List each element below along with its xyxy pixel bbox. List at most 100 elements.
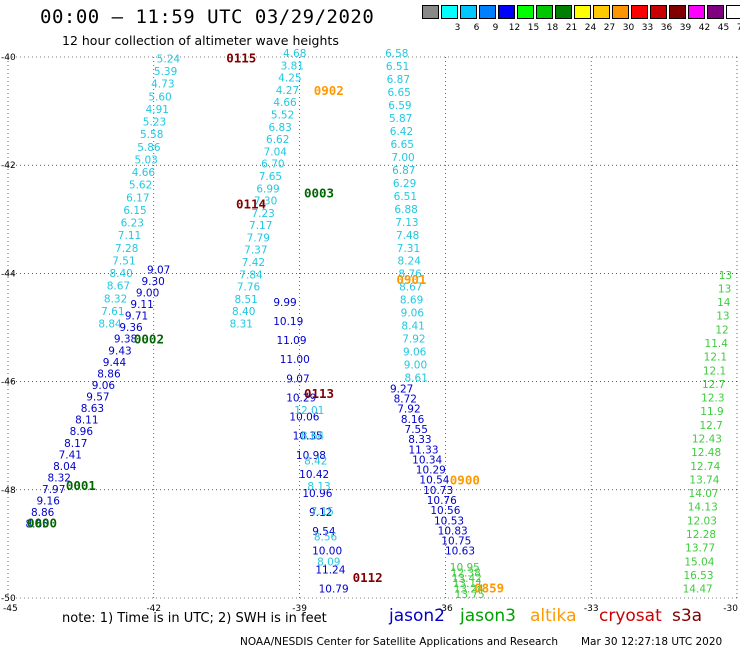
- lat-tick-label: -42: [1, 161, 16, 171]
- wave-height-value: 9.16: [37, 496, 61, 508]
- wave-height-value: 9.06: [401, 308, 425, 320]
- wave-height-value: 7.00: [391, 152, 414, 164]
- wave-height-value: 9.36: [119, 322, 143, 334]
- wave-height-value: 10.98: [296, 450, 326, 462]
- wave-height-value: 10.29: [416, 465, 446, 477]
- wave-height-value: 6.99: [256, 183, 279, 195]
- wave-height-value: 12.3: [701, 393, 724, 405]
- colorbar-swatch: [517, 5, 534, 19]
- wave-height-value: 10.34: [412, 454, 442, 466]
- track-a-blue: 9.079.309.009.119.719.369.389.439.448.86…: [25, 264, 170, 530]
- wave-height-value: 12.03: [687, 515, 717, 527]
- pass-time-label: 0901: [396, 272, 426, 287]
- wave-height-value: 6.62: [266, 134, 289, 146]
- credit-text: NOAA/NESDIS Center for Satellite Applica…: [240, 636, 558, 648]
- wave-height-value: 13: [716, 311, 729, 323]
- pass-time-label: 0001: [66, 478, 96, 493]
- wave-height-value: 10.54: [419, 475, 449, 487]
- wave-height-value: 6.42: [390, 126, 413, 138]
- wave-height-value: 9.27: [390, 383, 413, 395]
- colorbar-swatch: [650, 5, 667, 19]
- wave-height-value: 12.74: [690, 461, 720, 473]
- wave-height-value: 9.06: [92, 380, 116, 392]
- satellite-tracks: 5.245.394.735.604.915.235.585.865.034.66…: [25, 48, 732, 601]
- wave-height-value: 12.28: [686, 529, 716, 541]
- wave-height-value: 6.23: [121, 218, 144, 230]
- wave-height-value: 6.58: [385, 48, 408, 60]
- wave-height-value: 4.91: [146, 104, 169, 116]
- colorbar-swatch: [593, 5, 610, 19]
- wave-height-value: 10.95: [450, 562, 480, 574]
- colorbar-label: 36: [660, 23, 673, 33]
- wave-height-value: 8.31: [230, 319, 253, 331]
- colorbar-swatch: [441, 5, 458, 19]
- colorbar-swatch: [726, 5, 740, 19]
- colorbar-swatch: [555, 5, 572, 19]
- wave-height-value: 5.62: [129, 180, 152, 192]
- page-title: 00:00 – 11:59 UTC 03/29/2020: [40, 6, 375, 28]
- wave-height-value: 8.42: [304, 456, 327, 468]
- track-c-cyan: 6.586.516.876.656.595.876.426.657.006.87…: [385, 48, 428, 385]
- wave-height-value: 12.48: [691, 447, 721, 459]
- wave-height-value: 11.00: [280, 354, 310, 366]
- wave-height-value: 9.54: [312, 526, 336, 538]
- pass-time-label: 0114: [236, 196, 266, 211]
- colorbar-label: 39: [679, 23, 692, 33]
- wave-height-value: 12.43: [692, 434, 722, 446]
- wave-height-value: 7.37: [244, 245, 267, 257]
- wave-height-value: 9.12: [309, 507, 332, 519]
- wave-height-value: 13.77: [685, 543, 715, 555]
- wave-height-value: 10.76: [427, 495, 457, 507]
- wave-height-value: 12.1: [703, 365, 726, 377]
- colorbar-label: 12: [508, 23, 521, 33]
- pass-time-label: 0902: [314, 83, 344, 98]
- wave-height-value: 8.32: [104, 293, 127, 305]
- wave-height-value: 8.76: [398, 269, 422, 281]
- colorbar-label: 33: [641, 23, 654, 33]
- wave-height-value: 9.38: [114, 334, 137, 346]
- colorbar-swatch: [498, 5, 515, 19]
- map-grid: [7, 56, 738, 599]
- wave-height-value: 7.13: [395, 217, 418, 229]
- colorbar-label: 9: [492, 23, 499, 33]
- wave-height-value: 7.65: [259, 171, 282, 183]
- colorbar-swatch: [669, 5, 686, 19]
- wave-height-value: 14.13: [688, 502, 718, 514]
- wave-height-value: 12.38: [451, 567, 481, 579]
- track-b-cyan: 4.683.814.254.274.665.526.836.627.046.70…: [230, 48, 307, 331]
- wave-height-value: 4.66: [273, 97, 297, 109]
- wave-height-value: 10.00: [312, 545, 342, 557]
- lat-tick-label: -48: [1, 486, 16, 496]
- wave-height-value: 5.87: [389, 113, 412, 125]
- pass-time-label: 0112: [353, 570, 383, 585]
- wave-height-value: 7.30: [254, 196, 277, 208]
- wave-height-value: 7.76: [237, 282, 261, 294]
- wave-height-value: 7.23: [251, 208, 274, 220]
- pass-time-label: 0113: [304, 386, 334, 401]
- wave-height-value: 11.4: [705, 338, 729, 350]
- wave-height-value: 8.32: [48, 472, 71, 484]
- colorbar-swatch: [460, 5, 477, 19]
- wave-height-value: 6.59: [388, 100, 411, 112]
- wave-height-value: 8.13: [307, 481, 330, 493]
- wave-height-value: 8.56: [314, 531, 338, 543]
- lon-tick-label: -36: [438, 604, 453, 614]
- wave-height-value: 11.24: [315, 564, 345, 576]
- wave-height-value: 9.07: [147, 264, 170, 276]
- wave-height-value: 13.75: [455, 589, 485, 601]
- wave-height-value: 11.09: [276, 335, 306, 347]
- lon-tick-label: -39: [292, 604, 307, 614]
- pass-time-label: 0900: [450, 472, 480, 487]
- wave-height-value: 6.88: [394, 204, 417, 216]
- wave-height-value: 14.07: [689, 488, 719, 500]
- wave-height-value: 9.06: [403, 347, 427, 359]
- wave-height-value: 6.15: [123, 205, 146, 217]
- axis-tick-labels: -40 -42 -44 -46 -48 -50-45 -42 -39 -36 -33 -30: [1, 53, 738, 614]
- colorbar-swatch: [574, 5, 591, 19]
- wave-height-value: 13: [719, 270, 732, 282]
- wave-height-value: 7.84: [239, 269, 263, 281]
- page-subtitle: 12 hour collection of altimeter wave hei…: [62, 33, 339, 48]
- wave-height-value: 13.11: [453, 578, 483, 590]
